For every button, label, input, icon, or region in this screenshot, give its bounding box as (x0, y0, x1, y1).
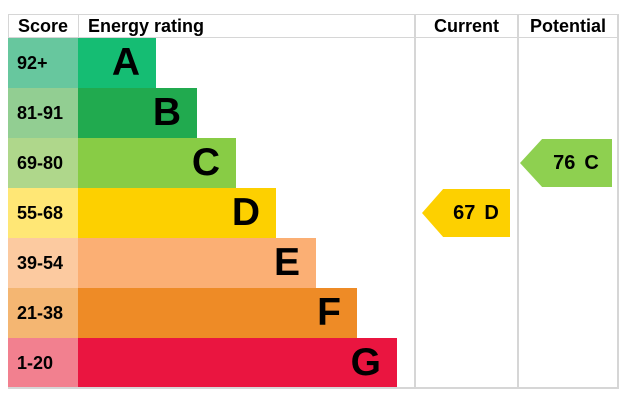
header-left-border (8, 14, 9, 38)
current-rating-value: 67 (453, 201, 476, 224)
band-bar-c: C (78, 138, 236, 188)
band-bar-b: B (78, 88, 197, 138)
score-range-g: 1-20 (8, 338, 78, 388)
score-range-c: 69-80 (8, 138, 78, 188)
score-range-d: 55-68 (8, 188, 78, 238)
score-column-header: Score (17, 16, 69, 36)
band-row-d: 55-68 D (8, 188, 619, 238)
potential-rating-value: 76 (553, 151, 576, 174)
chart-area: Score Energy rating Current Potential 92… (8, 14, 619, 389)
band-row-e: 39-54 E (8, 238, 619, 288)
current-rating-arrow: 67 D (422, 189, 510, 237)
band-row-b: 81-91 B (8, 88, 619, 138)
potential-rating-letter: C (584, 151, 599, 174)
current-rating-letter: D (484, 201, 499, 224)
energy-rating-column-header: Energy rating (88, 16, 205, 36)
band-bar-f: F (78, 288, 357, 338)
score-range-f: 21-38 (8, 288, 78, 338)
score-range-e: 39-54 (8, 238, 78, 288)
score-range-a: 92+ (8, 38, 78, 88)
band-row-a: 92+ A (8, 38, 619, 88)
band-row-c: 69-80 C (8, 138, 619, 188)
potential-column-divider (517, 14, 519, 389)
band-bar-g: G (78, 338, 397, 388)
current-column-divider (414, 14, 416, 389)
table-bottom-border (8, 387, 619, 389)
band-bar-d: D (78, 188, 276, 238)
band-rows: 92+ A 81-91 B 69-80 C 55-68 D 39-54 E 21-38 F 1-20 G (8, 38, 619, 388)
current-column-header: Current (433, 16, 499, 36)
score-range-b: 81-91 (8, 88, 78, 138)
table-top-border (8, 14, 619, 15)
score-column-divider (78, 14, 79, 38)
band-row-g: 1-20 G (8, 338, 619, 388)
potential-column-header: Potential (529, 16, 606, 36)
table-right-border (617, 14, 619, 389)
band-bar-a: A (78, 38, 156, 88)
band-row-f: 21-38 F (8, 288, 619, 338)
band-bar-e: E (78, 238, 316, 288)
header-bottom-border (8, 37, 619, 38)
potential-rating-arrow: 76 C (520, 139, 612, 187)
